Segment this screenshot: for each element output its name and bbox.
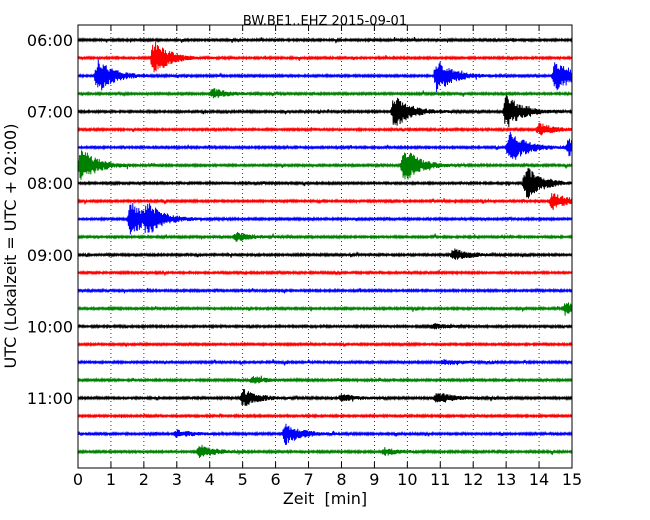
trace-row xyxy=(77,36,573,44)
trace-row xyxy=(77,150,573,180)
trace-row xyxy=(77,302,573,316)
trace-row xyxy=(77,323,573,330)
x-axis: 0 1 2 3 4 5 6 7 8 9 10 11 12 13 14 15 xyxy=(73,25,582,489)
trace-row xyxy=(77,59,573,93)
x-tick-label: 2 xyxy=(139,470,149,489)
x-tick-label: 15 xyxy=(562,470,582,489)
trace-row xyxy=(77,203,573,235)
trace-row xyxy=(77,375,573,384)
trace-group xyxy=(77,36,573,459)
trace-row xyxy=(77,389,573,406)
trace-row xyxy=(77,231,573,242)
y-tick-label: 11:00 xyxy=(27,389,73,408)
y-tick-label: 07:00 xyxy=(27,103,73,122)
x-tick-label: 8 xyxy=(336,470,346,489)
trace-row xyxy=(77,41,573,73)
x-tick-label: 0 xyxy=(73,470,83,489)
trace-row xyxy=(77,131,573,160)
trace-row xyxy=(77,423,573,445)
y-tick-label: 10:00 xyxy=(27,317,73,336)
y-tick-label: 06:00 xyxy=(27,31,73,50)
trace-row xyxy=(77,412,573,419)
x-tick-label: 6 xyxy=(271,470,281,489)
x-tick-label: 10 xyxy=(397,470,417,489)
y-axis: 06:00 07:00 08:00 09:00 10:00 11:00 xyxy=(27,31,572,408)
chart-title: BW.BE1..EHZ 2015-09-01 xyxy=(243,14,407,29)
y-axis-label: UTC (Lokalzeit = UTC + 02:00) xyxy=(1,124,20,369)
x-tick-label: 3 xyxy=(172,470,182,489)
x-tick-label: 13 xyxy=(496,470,516,489)
x-tick-label: 7 xyxy=(303,470,313,489)
x-tick-label: 14 xyxy=(529,470,549,489)
trace-row xyxy=(77,340,573,348)
y-tick-label: 09:00 xyxy=(27,246,73,265)
trace-row xyxy=(77,287,573,294)
y-tick-label: 08:00 xyxy=(27,174,73,193)
x-tick-label: 11 xyxy=(430,470,450,489)
trace-row xyxy=(77,269,573,276)
x-tick-label: 5 xyxy=(238,470,248,489)
trace-row xyxy=(77,359,573,366)
x-tick-label: 1 xyxy=(106,470,116,489)
trace-row xyxy=(77,168,573,199)
trace-row xyxy=(77,88,573,99)
trace-row xyxy=(77,122,573,136)
x-axis-label: Zeit [min] xyxy=(283,489,367,508)
x-tick-label: 4 xyxy=(205,470,215,489)
trace-row xyxy=(77,248,573,260)
x-tick-label: 12 xyxy=(463,470,483,489)
trace-row xyxy=(77,193,573,211)
trace-row xyxy=(77,95,573,128)
grid xyxy=(110,25,540,468)
plot-frame xyxy=(77,24,573,469)
trace-row xyxy=(77,444,573,459)
x-tick-label: 9 xyxy=(369,470,379,489)
